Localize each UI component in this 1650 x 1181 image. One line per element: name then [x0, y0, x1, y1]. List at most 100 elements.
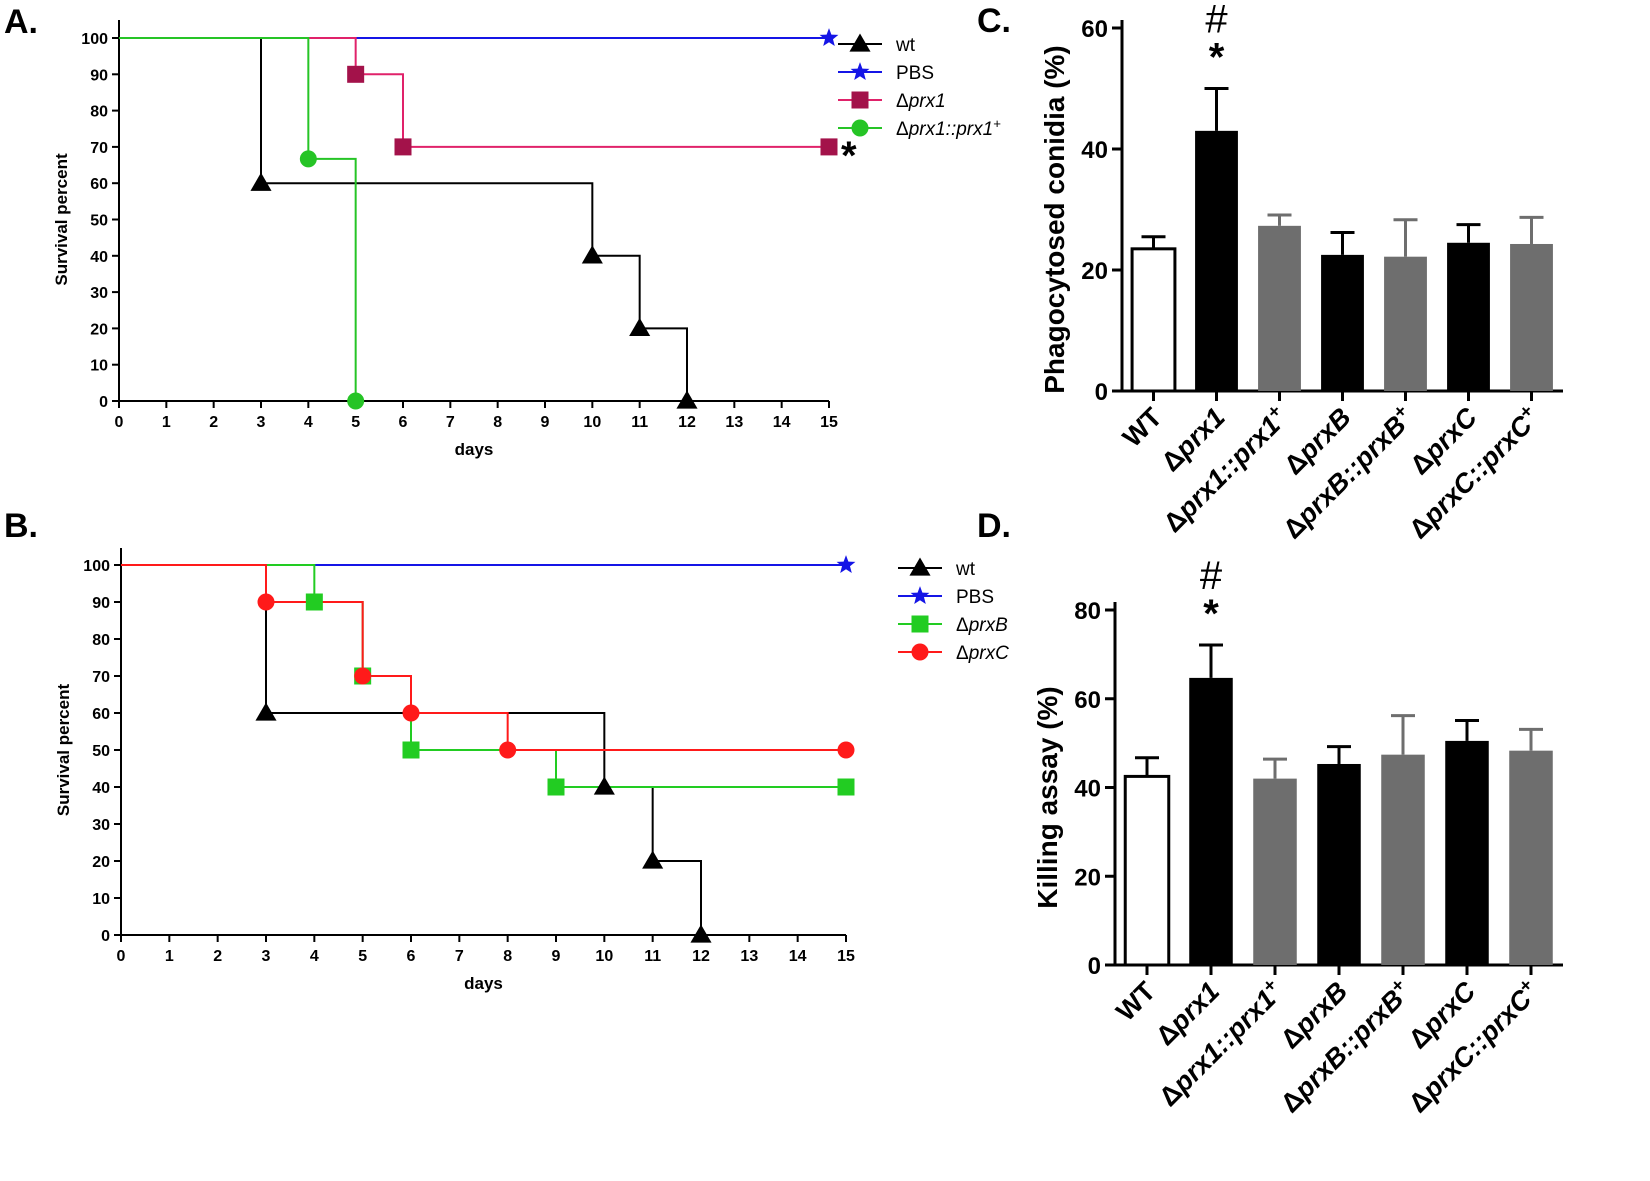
bar: [1253, 778, 1297, 965]
legend-label-prx1-italic: prx1: [908, 91, 946, 112]
marker-prx1: [394, 138, 412, 156]
marker-wt: [255, 702, 277, 721]
x-tick-label: 9: [541, 414, 550, 431]
y-tick-label: 50: [92, 743, 110, 760]
y-tick-label: 90: [92, 595, 110, 612]
x-tick-label: 11: [644, 948, 661, 965]
marker-prx1comp: [299, 150, 317, 168]
x-tick-label: 0: [115, 414, 124, 431]
x-tick-label: 1: [165, 948, 174, 965]
marker-prxC: [499, 741, 517, 759]
y-tick-label: 20: [92, 854, 110, 871]
y-tick-label: 100: [81, 31, 108, 48]
y-tick-label: 20: [90, 321, 108, 338]
x-tick-label: 8: [503, 948, 512, 965]
marker-PBS: [819, 28, 839, 46]
marker-wt: [250, 172, 272, 191]
bar: [1510, 243, 1553, 391]
panel-label-D: D.: [977, 507, 1011, 545]
x-tick-label: 4: [310, 948, 319, 965]
y-tick-label: 90: [90, 67, 108, 84]
legend-marker-wt: [909, 557, 931, 576]
series-line-prxC: [121, 564, 846, 751]
legend-marker-prx1comp: [851, 119, 869, 137]
y-tick-label: 60: [92, 706, 110, 723]
bar: [1445, 740, 1489, 965]
x-tick-label: 3: [262, 948, 271, 965]
panel-A: A.0 1 2 3 4 5 6 7 8 9 10 11 12 13 14 150102030405060708…: [4, 3, 1001, 459]
x-tick-label: 13: [740, 948, 758, 965]
legend-marker-prxC: [911, 643, 929, 661]
legend-label-prx1: Δprx1: [896, 91, 946, 112]
marker-prx1comp: [347, 392, 365, 410]
y-tick-label: 60: [90, 176, 108, 193]
legend-label-prx1comp-prefix: Δ: [896, 119, 909, 140]
marker-wt: [581, 245, 603, 264]
y-tick-label: 80: [92, 632, 110, 649]
bar: [1195, 130, 1238, 391]
significance-star: *: [841, 134, 857, 178]
marker-prxC: [402, 704, 420, 722]
x-tick-label: 15: [837, 948, 855, 965]
y-tick-label: 70: [90, 140, 108, 157]
y-tick-label: 50: [90, 213, 108, 230]
x-tick-label: 5: [358, 948, 367, 965]
y-tick-label: 20: [1074, 864, 1101, 891]
bar: [1321, 254, 1364, 391]
y-tick-label: 40: [1074, 776, 1101, 803]
marker-prxB: [837, 778, 855, 796]
x-tick-label: 0: [117, 948, 126, 965]
bar: [1384, 256, 1427, 391]
category-label: WT: [1110, 976, 1161, 1027]
marker-prxC: [837, 741, 855, 759]
marker-wt: [676, 390, 698, 409]
legend-label-prx1comp-sup: +: [993, 116, 1001, 131]
x-tick-label: 14: [789, 948, 807, 965]
legend-label-prx1-prefix: Δ: [896, 91, 909, 112]
x-tick-label: 2: [209, 414, 218, 431]
category-label-prefix: WT: [1117, 402, 1168, 453]
y-tick-label: 80: [90, 104, 108, 121]
legend-label-prxB-italic: prxB: [968, 615, 1008, 636]
x-tick-label: 13: [725, 414, 743, 431]
legend-marker-prx1: [851, 91, 869, 109]
annotation-star: *: [1203, 592, 1219, 636]
legend-label-wt: wt: [955, 559, 976, 580]
x-tick-label: 2: [213, 948, 222, 965]
y-tick-label: 0: [99, 394, 108, 411]
legend-marker-wt: [849, 33, 871, 52]
y-axis-title: Survival percent: [54, 684, 73, 817]
legend-label-PBS-text: PBS: [956, 587, 994, 608]
marker-prx1: [820, 138, 838, 156]
x-tick-label: 11: [631, 414, 648, 431]
legend-label-wt-text: wt: [955, 559, 976, 580]
legend-label-PBS: PBS: [956, 587, 994, 608]
legend-label-prxC-italic: prxC: [968, 643, 1009, 664]
x-axis-title: days: [464, 974, 503, 993]
series-line-prx1: [119, 37, 829, 148]
x-tick-label: 3: [257, 414, 266, 431]
y-tick-label: 0: [1095, 379, 1108, 406]
marker-wt: [593, 776, 615, 795]
legend-label-prx1comp-italic: prx1::prx1: [908, 119, 993, 140]
y-tick-label: 40: [1081, 137, 1108, 164]
marker-prxC: [257, 593, 275, 611]
x-tick-label: 1: [162, 414, 171, 431]
x-tick-label: 7: [455, 948, 464, 965]
y-tick-label: 100: [83, 558, 110, 575]
legend-label-prxB-prefix: Δ: [956, 615, 969, 636]
x-tick-label: 4: [304, 414, 313, 431]
x-axis-title: days: [455, 440, 494, 459]
y-tick-label: 80: [1074, 598, 1101, 625]
legend-label-PBS-text: PBS: [896, 63, 934, 84]
category-label: WT: [1117, 402, 1168, 453]
y-tick-label: 40: [90, 249, 108, 266]
marker-prxC: [354, 667, 372, 685]
legend-label-PBS: PBS: [896, 63, 934, 84]
annotation-hash: #: [1205, 0, 1228, 42]
panel-B: B.0 1 2 3 4 5 6 7 8 9 10 11 12 13 14 150102030405060708…: [4, 507, 1009, 993]
legend-label-prxB: ΔprxB: [956, 615, 1008, 636]
annotation-hash: #: [1200, 554, 1223, 598]
y-tick-label: 60: [1074, 687, 1101, 714]
marker-prxB: [305, 593, 323, 611]
